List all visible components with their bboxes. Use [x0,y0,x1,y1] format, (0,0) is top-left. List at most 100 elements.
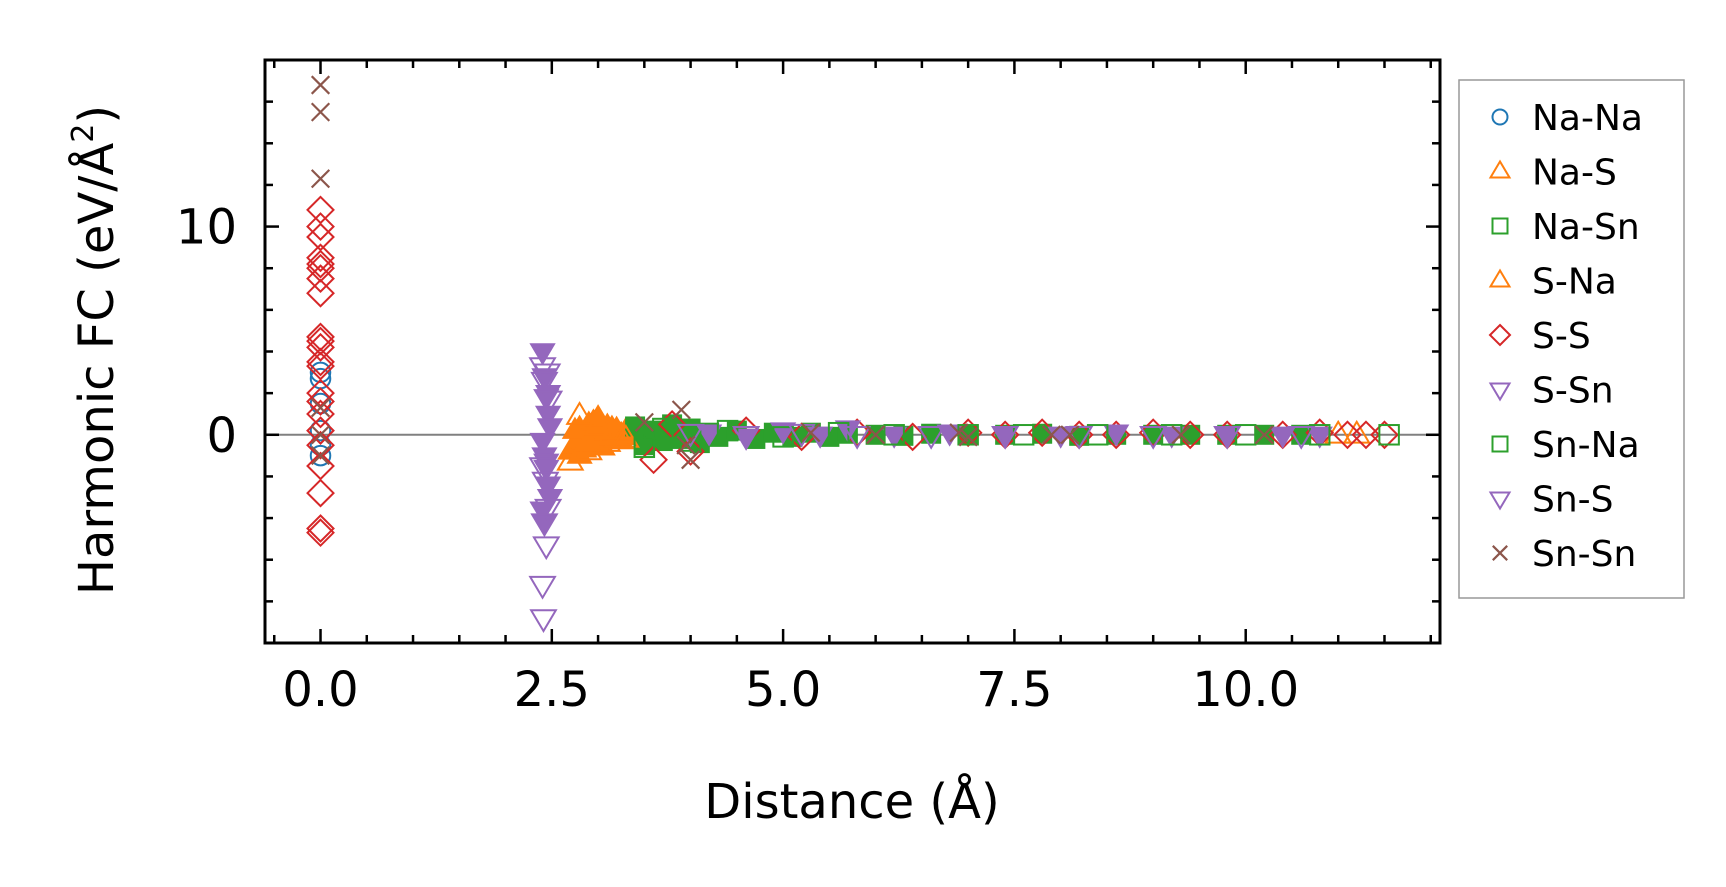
y-axis-label-end: ) [69,105,125,124]
data-point-na-na [309,419,332,442]
legend-marker-sn-s [1488,491,1512,511]
data-point-sn-sn [310,446,331,466]
y-tick-label: 10 [176,200,237,256]
data-point-s-s [306,514,335,543]
legend-label-s-s: S-S [1532,316,1591,357]
data-point-s-s [306,264,335,294]
legend-label-s-sn: S-Sn [1532,371,1614,412]
data-point-sn-s [676,423,705,448]
legend-marker-s-na [1488,268,1512,288]
data-point-s-sn [1269,426,1296,449]
data-point-na-na [309,361,332,384]
data-point-s-sn [769,422,797,445]
series-sn-sn [310,75,1274,470]
legend-marker-na-na [1491,108,1509,126]
data-point-na-s [584,404,612,427]
data-point-sn-s [731,425,761,450]
legend-marker-na-sn [1491,217,1509,235]
data-point-sn-na [652,417,674,440]
data-point-sn-sn [310,102,331,122]
legend-label-na-na: Na-Na [1532,98,1643,139]
data-point-na-sn [1143,424,1164,445]
legend-marker-sn-na [1491,435,1509,453]
data-point-s-s [306,387,335,416]
data-point-sn-s [530,513,559,538]
data-point-s-na [602,415,631,440]
data-point-s-s [676,437,706,466]
tick-layer: 0.0 2.5 5.0 7.5 10.0 0 10 [176,58,1440,718]
data-point-na-na [309,444,332,467]
data-point-sn-sn [866,425,886,445]
data-point-s-na [565,401,594,425]
data-point-s-na [1342,419,1371,444]
data-point-s-na [574,436,603,461]
legend-label-sn-sn: Sn-Sn [1532,534,1636,575]
data-point-sn-s [917,425,946,450]
data-point-sn-sn [671,400,691,420]
data-point-sn-sn [958,427,978,447]
data-layer [265,75,1440,633]
data-point-s-s [306,347,335,377]
data-point-s-na [611,423,640,448]
data-point-s-s [306,430,335,460]
plot-frame [263,58,1442,645]
data-point-s-s [306,243,335,273]
series-s-na [556,401,1371,471]
data-point-sn-sn [1041,425,1061,445]
data-point-sn-s [528,457,557,481]
legend-label-sn-s: Sn-S [1532,480,1614,521]
data-point-s-na [593,428,622,452]
data-point-s-s [306,378,335,408]
data-point-sn-sn [676,435,696,455]
data-point-sn-s [533,363,562,388]
data-point-sn-sn [310,169,331,189]
data-point-sn-sn [310,425,331,445]
data-point-s-sn [536,418,564,441]
x-tick-label: 5.0 [745,662,821,718]
data-point-s-s [639,445,668,475]
data-point-sn-sn [681,450,701,470]
data-point-sn-s [531,471,560,496]
data-point-s-s [306,278,335,308]
data-point-s-na [583,411,613,436]
legend-label-na-s: Na-S [1532,153,1617,194]
y-tick-label: 0 [206,408,237,464]
data-point-s-s [306,399,335,429]
legend-marker-s-sn [1488,382,1512,402]
data-point-s-sn [1306,426,1333,449]
data-point-s-sn [529,343,556,366]
data-point-sn-s [991,425,1020,450]
data-point-s-s [306,478,335,508]
series-sn-s [528,357,1316,633]
x-tick-label: 2.5 [514,662,590,718]
data-point-sn-na [883,424,905,446]
data-point-s-sn [531,514,558,537]
data-point-sn-na [772,426,794,448]
data-point-sn-s [529,609,558,633]
data-point-sn-s [1213,425,1242,450]
data-point-sn-s [1139,425,1168,450]
x-tick-label: 0.0 [282,662,358,718]
series-s-s [306,195,1399,548]
data-point-sn-s [1287,425,1316,450]
y-axis-label-sup: 2 [66,124,101,143]
data-point-s-s [306,195,335,225]
legend-marker-na-s [1488,159,1512,179]
x-tick-label: 7.5 [976,662,1052,718]
data-point-sn-s [534,390,564,415]
data-point-sn-sn [1254,425,1274,445]
legend-label-sn-na: Sn-Na [1532,425,1640,466]
y-axis-label-main: Harmonic FC (eV/Å [68,143,125,596]
data-point-s-s [306,249,335,279]
data-point-sn-na [1378,424,1400,446]
data-point-s-s [306,518,335,548]
x-axis-label: Distance (Å) [704,773,999,830]
data-point-na-na [309,392,332,415]
data-point-sn-sn [1060,425,1080,445]
legend-label-na-sn: Na-Sn [1532,207,1640,248]
data-point-s-sn [880,426,908,449]
legend: Na-Na Na-S Na-Sn S-Na S-S S-Sn Sn-Na Sn-S Sn-Sn [1458,79,1685,599]
data-point-sn-s [843,425,872,450]
